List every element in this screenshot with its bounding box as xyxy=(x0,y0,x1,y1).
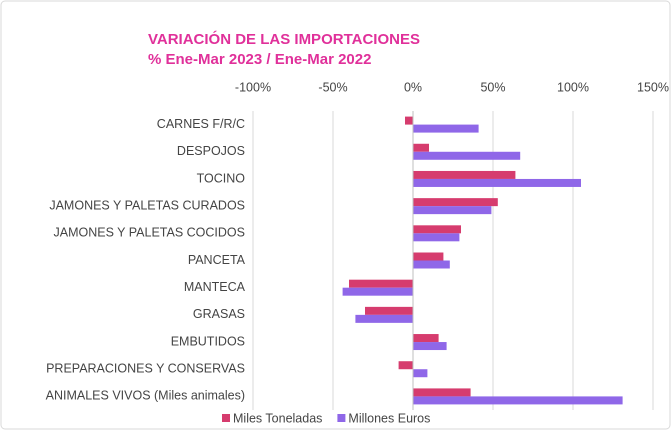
bar xyxy=(413,233,460,242)
bar xyxy=(405,116,413,125)
bar xyxy=(349,279,413,288)
bar xyxy=(398,361,413,370)
legend-label: Millones Euros xyxy=(348,411,430,425)
bar xyxy=(413,225,461,234)
bar xyxy=(413,342,447,351)
chart-title: VARIACIÓN DE LAS IMPORTACIONES xyxy=(148,30,420,48)
bar xyxy=(342,287,413,296)
bar xyxy=(413,252,444,261)
category-label: MANTECA xyxy=(184,280,246,294)
category-label: PREPARACIONES Y CONSERVAS xyxy=(46,362,245,376)
category-label: JAMONES Y PALETAS COCIDOS xyxy=(54,226,246,240)
legend-swatch xyxy=(337,414,346,422)
category-label: CARNES F/R/C xyxy=(157,117,245,131)
x-tick-label: -100% xyxy=(235,80,271,94)
bar xyxy=(413,260,450,269)
bar xyxy=(413,388,471,397)
bar xyxy=(413,206,492,215)
category-label: JAMONES Y PALETAS CURADOS xyxy=(49,198,245,212)
x-tick-label: 100% xyxy=(557,80,589,94)
bar xyxy=(413,124,479,133)
bar xyxy=(413,143,429,152)
x-tick-label: 150% xyxy=(637,80,669,94)
category-label: ANIMALES VIVOS (Miles animales) xyxy=(46,389,245,403)
legend-label: Miles Toneladas xyxy=(233,411,322,425)
bar xyxy=(413,396,623,405)
bar xyxy=(413,151,521,160)
bar xyxy=(413,369,428,378)
category-label: PANCETA xyxy=(188,253,246,267)
x-tick-label: 50% xyxy=(480,80,505,94)
legend-swatch xyxy=(222,414,230,422)
x-tick-label: -50% xyxy=(318,80,347,94)
bar xyxy=(413,334,439,343)
category-label: TOCINO xyxy=(197,171,246,185)
bar xyxy=(365,306,413,315)
bar xyxy=(413,170,516,179)
bar xyxy=(413,198,498,207)
x-tick-label: 0% xyxy=(404,80,422,94)
category-label: GRASAS xyxy=(193,307,245,321)
chart-subtitle: % Ene-Mar 2023 / Ene-Mar 2022 xyxy=(148,51,371,68)
category-label: EMBUTIDOS xyxy=(171,334,245,348)
bar xyxy=(413,178,581,187)
bar xyxy=(355,314,413,323)
category-label: DESPOJOS xyxy=(177,144,245,158)
